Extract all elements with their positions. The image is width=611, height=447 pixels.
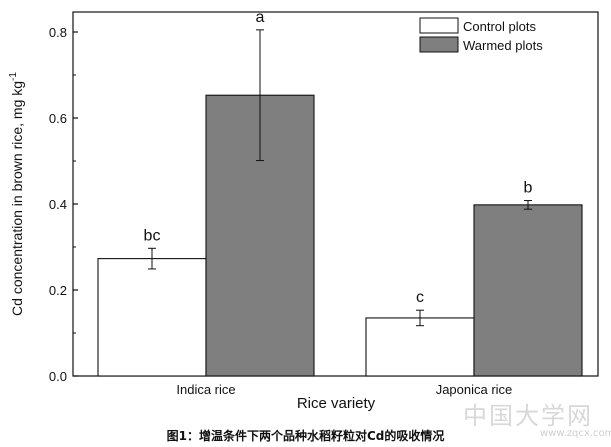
- significance-letter-1-0: a: [256, 9, 265, 26]
- bars: [97, 94, 583, 377]
- watermark-url: www.zqcx.com: [540, 428, 611, 439]
- x-tick-label-0: Indica rice: [176, 382, 235, 397]
- x-tick-label-1: Japonica rice: [436, 382, 513, 397]
- significance-letter-0-0: bc: [144, 227, 161, 244]
- legend: Control plots Warmed plots: [419, 17, 543, 53]
- y-tick-label-4: 0.8: [49, 25, 67, 40]
- x-axis-title: Rice variety: [297, 395, 376, 412]
- y-axis-ticks: 0.0 0.2 0.4 0.6 0.8: [49, 25, 78, 384]
- significance-letter-1-1: b: [524, 180, 533, 197]
- significance-letter-0-1: c: [416, 289, 424, 306]
- legend-label-control: Control plots: [463, 19, 536, 34]
- plot-frame: [72, 11, 599, 377]
- error-bars: [148, 29, 532, 327]
- y-tick-label-0: 0.0: [49, 369, 67, 384]
- significance-letters: bc a c b: [144, 9, 533, 306]
- legend-swatch-control: [419, 17, 459, 34]
- bar-control-1: [365, 317, 475, 377]
- bar-chart: 0.0 0.2 0.4 0.6 0.8 Indica rice Japonica rice…: [8, 9, 599, 412]
- y-axis-title-superscript: -1: [8, 72, 19, 81]
- y-axis-title: Cd concentration in brown rice, mg kg-1: [8, 72, 25, 316]
- bar-warmed-1: [473, 204, 583, 377]
- bar-control-0: [97, 258, 207, 377]
- y-tick-label-1: 0.2: [49, 283, 67, 298]
- watermark: 中国大学网: [463, 402, 593, 430]
- legend-label-warmed: Warmed plots: [463, 38, 543, 53]
- figure-caption: 图1：增温条件下两个品种水稻籽粒对Cd的吸收情况: [166, 429, 445, 443]
- y-tick-label-2: 0.4: [49, 197, 67, 212]
- legend-swatch-warmed: [419, 36, 459, 53]
- y-tick-label-3: 0.6: [49, 111, 67, 126]
